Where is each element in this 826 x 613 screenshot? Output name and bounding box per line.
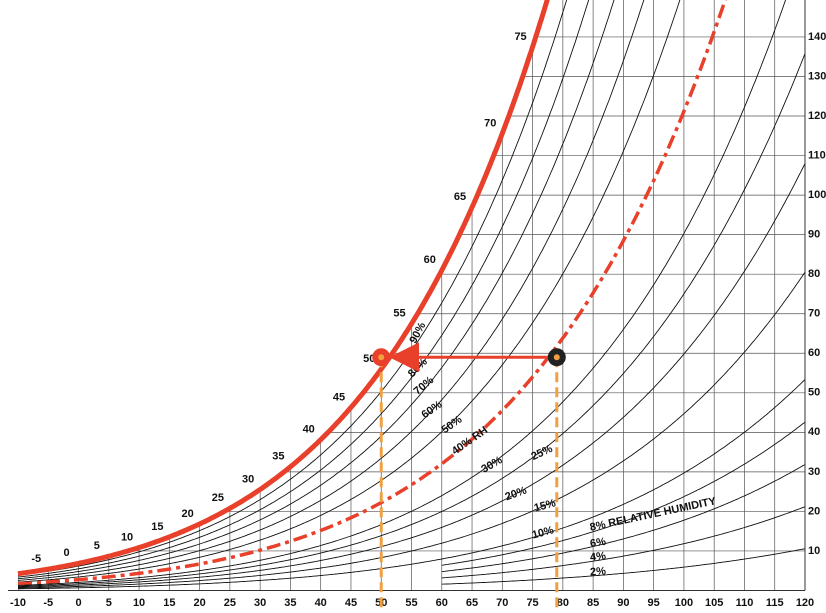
rh-label: 15% (533, 497, 558, 514)
y-tick-label: 60 (808, 347, 820, 359)
y-tick-label: 140 (808, 31, 826, 43)
saturation-label: 60 (424, 254, 436, 266)
point-center (378, 354, 385, 361)
rh-curve (18, 271, 806, 589)
saturation-label: 55 (393, 308, 405, 320)
saturation-curve (17, 0, 550, 577)
saturation-label: 0 (63, 547, 69, 559)
x-tick-label: 70 (496, 597, 508, 609)
y-tick-label: 90 (808, 229, 820, 241)
saturation-label: 75 (514, 31, 526, 43)
x-tick-label: 115 (766, 597, 784, 609)
x-tick-label: 15 (163, 597, 175, 609)
saturation-label: 35 (272, 451, 284, 463)
x-tick-label: 95 (648, 597, 660, 609)
rh-label: 6% (589, 536, 607, 550)
rh-curve (18, 163, 806, 588)
y-tick-label: 100 (808, 189, 826, 201)
saturation-label: 40 (303, 424, 315, 436)
rh-label: 8% RELATIVE HUMIDITY (589, 495, 718, 534)
x-tick-label: 5 (106, 597, 112, 609)
x-tick-label: -10 (10, 597, 26, 609)
y-tick-label: 110 (808, 149, 826, 161)
y-tick-label: 70 (808, 308, 820, 320)
y-tick-label: 50 (808, 387, 820, 399)
rh-label: 4% (589, 550, 606, 564)
rh-curve (18, 379, 806, 590)
y-tick-label: 30 (808, 466, 820, 478)
x-tick-label: 105 (705, 597, 723, 609)
y-tick-label: 10 (808, 545, 820, 557)
rh-curve (441, 464, 806, 573)
x-tick-label: 20 (193, 597, 205, 609)
x-tick-label: 0 (75, 597, 81, 609)
saturation-label: 5 (94, 540, 100, 552)
saturation-label: 30 (242, 473, 254, 485)
rh-curve (441, 421, 806, 566)
saturation-label: 15 (151, 521, 163, 533)
x-tick-label: 30 (254, 597, 266, 609)
x-tick-label: 90 (617, 597, 629, 609)
rh-label: 25% (529, 443, 554, 463)
point-center (553, 354, 560, 361)
y-tick-label: 120 (808, 110, 826, 122)
rh-label: 2% (590, 565, 607, 578)
top-layer: -10-505101520253035404550556065707580859… (8, 0, 826, 612)
x-tick-label: 60 (436, 597, 448, 609)
x-tick-label: 35 (284, 597, 296, 609)
y-tick-label: 80 (808, 268, 820, 280)
rh-curve (17, 0, 787, 586)
rh-label: 10% (531, 524, 556, 541)
rh-curve (18, 53, 806, 587)
saturation-label: 45 (333, 391, 345, 403)
x-tick-label: 110 (736, 597, 754, 609)
x-tick-label: 10 (133, 597, 145, 609)
x-tick-label: 25 (224, 597, 236, 609)
curve-layer (17, 0, 806, 590)
x-tick-label: -5 (43, 597, 53, 609)
rh-curve (17, 0, 568, 576)
x-tick-label: 40 (315, 597, 327, 609)
rh-label: 20% (504, 484, 529, 503)
x-tick-label: 55 (405, 597, 417, 609)
x-tick-label: 75 (526, 597, 538, 609)
saturation-label: 65 (454, 191, 466, 203)
x-tick-label: 45 (345, 597, 357, 609)
rh-curve (441, 548, 806, 585)
saturation-label: 70 (484, 117, 496, 129)
x-tick-label: 65 (466, 597, 478, 609)
rh-label: 60% (419, 399, 444, 422)
rh-curve (441, 506, 806, 579)
saturation-label: 50 (363, 353, 375, 365)
saturation-label: 10 (121, 531, 133, 543)
y-tick-label: 40 (808, 426, 820, 438)
saturation-label: -5 (31, 553, 41, 565)
x-tick-label: 120 (796, 597, 814, 609)
x-tick-label: 100 (675, 597, 693, 609)
rh-curve (17, 0, 590, 578)
rh-label: 50% (439, 414, 464, 437)
saturation-label: 20 (181, 508, 193, 520)
rh-curve (17, 0, 681, 583)
saturation-label: 25 (212, 492, 224, 504)
rh-curve (17, 0, 615, 580)
x-tick-label: 85 (587, 597, 599, 609)
x-tick-label: 80 (557, 597, 569, 609)
y-tick-label: 20 (808, 505, 820, 517)
y-tick-label: 130 (808, 70, 826, 82)
rh-curve-highlight (17, 0, 727, 586)
rh-curve (17, 0, 645, 581)
